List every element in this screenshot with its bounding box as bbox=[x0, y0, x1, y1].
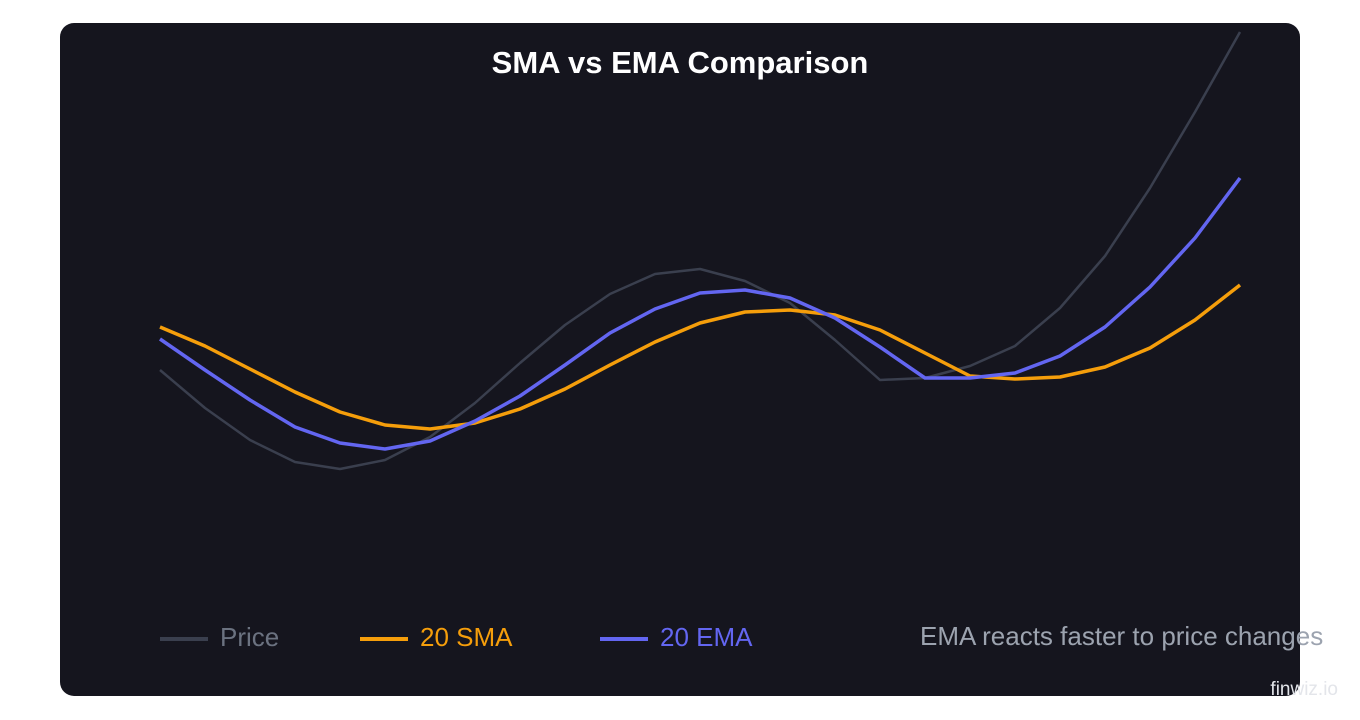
legend-label: 20 EMA bbox=[660, 622, 753, 652]
series-line bbox=[159, 31, 1242, 471]
legend-label: 20 SMA bbox=[420, 622, 513, 652]
series-line bbox=[159, 176, 1242, 451]
chart-card bbox=[60, 23, 1300, 696]
legend-label: Price bbox=[220, 622, 279, 652]
annotation: EMA reacts faster to price changes bbox=[920, 621, 1323, 651]
watermark: finwiz.io bbox=[1270, 679, 1338, 700]
series-line bbox=[159, 283, 1242, 431]
chart-title: SMA vs EMA Comparison bbox=[492, 45, 869, 80]
